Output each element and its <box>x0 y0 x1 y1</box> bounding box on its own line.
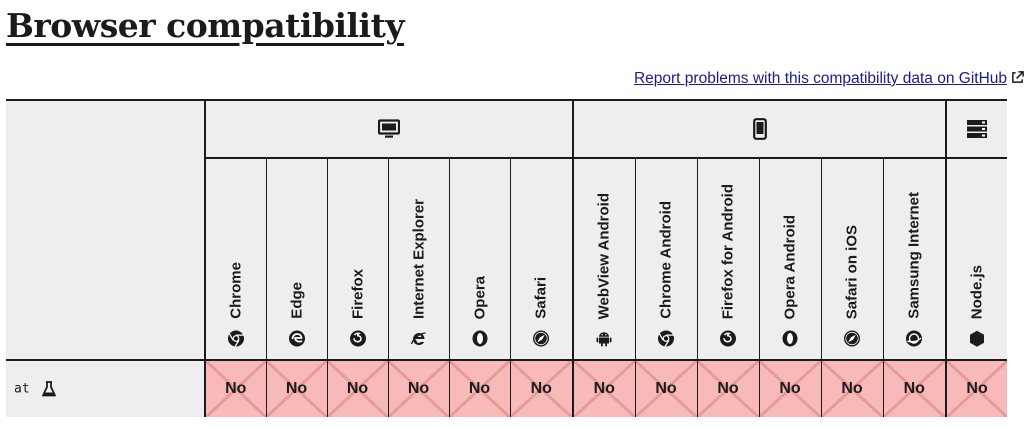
internet-explorer-icon <box>410 332 426 345</box>
browser-header-firefox-for-android: Firefox for Android <box>697 158 760 360</box>
browser-name: WebView Android <box>595 192 613 319</box>
platform-desktop <box>205 99 574 159</box>
browser-header-opera: Opera <box>449 158 511 360</box>
support-value: No <box>841 380 863 397</box>
support-cell-node-js[interactable]: No <box>946 359 1008 417</box>
support-value: No <box>407 380 430 397</box>
compat-table: Chrome Edge Firefox Internet Explorer Opera S… <box>6 99 1008 417</box>
browser-header-node-js: Node.js <box>946 158 1008 360</box>
browser-header-webview-android: WebView Android <box>573 158 636 360</box>
browser-header-safari-on-ios: Safari on iOS <box>821 158 884 360</box>
browser-header-chrome-android: Chrome Android <box>635 158 698 360</box>
browser-name: Firefox for Android <box>719 183 737 319</box>
browser-name: Opera Android <box>781 214 799 319</box>
browser-name: Chrome <box>227 262 245 319</box>
firefox-icon <box>720 330 736 347</box>
safari-icon <box>844 330 860 347</box>
page-title: Browser compatibility <box>6 6 405 45</box>
browser-header-edge: Edge <box>266 158 328 360</box>
support-cell-samsung-internet[interactable]: No <box>883 359 948 417</box>
browser-name: Node.js <box>968 264 986 319</box>
feature-name[interactable]: at <box>14 381 30 397</box>
support-value: No <box>530 380 552 397</box>
browser-header-samsung-internet: Samsung Internet <box>883 158 948 360</box>
support-cell-safari-on-ios[interactable]: No <box>821 359 884 417</box>
support-cell-firefox[interactable]: No <box>327 359 389 417</box>
support-cell-internet-explorer[interactable]: No <box>388 359 450 417</box>
browser-header-opera-android: Opera Android <box>759 158 822 360</box>
report-problems-link[interactable]: Report problems with this compatibility … <box>633 70 1024 88</box>
browser-header-safari: Safari <box>510 158 574 360</box>
browser-header-internet-explorer: Internet Explorer <box>388 158 450 360</box>
support-value: No <box>717 380 739 397</box>
nodejs-icon <box>970 330 985 347</box>
firefox-icon <box>349 330 366 347</box>
safari-icon <box>533 330 550 347</box>
browser-name: Samsung Internet <box>905 192 923 319</box>
feature-cell: at <box>6 359 206 417</box>
browser-name: Opera <box>471 275 488 319</box>
support-value: No <box>285 380 308 397</box>
support-value: No <box>966 380 988 397</box>
browser-header-chrome: Chrome <box>205 158 267 360</box>
browser-name: Safari <box>532 277 550 319</box>
chrome-icon <box>227 330 244 347</box>
support-value: No <box>655 380 677 397</box>
edge-icon <box>288 330 305 347</box>
platform-server <box>946 99 1008 159</box>
report-problems-label: Report problems with this compatibility … <box>633 70 1007 87</box>
android-icon <box>596 332 612 347</box>
support-value: No <box>903 380 925 397</box>
browser-name: Safari on iOS <box>843 224 861 319</box>
support-cell-firefox-for-android[interactable]: No <box>697 359 760 417</box>
support-cell-opera-android[interactable]: No <box>759 359 822 417</box>
support-cell-opera[interactable]: No <box>449 359 511 417</box>
browser-name: Edge <box>288 282 305 319</box>
support-cell-webview-android[interactable]: No <box>573 359 636 417</box>
mobile-icon <box>752 118 767 140</box>
browser-header-firefox: Firefox <box>327 158 389 360</box>
browser-name: Chrome Android <box>657 201 675 319</box>
support-value: No <box>593 380 615 397</box>
external-link-icon <box>1012 71 1024 83</box>
server-icon <box>967 120 988 138</box>
opera-icon <box>472 330 487 347</box>
browser-name: Firefox <box>349 268 366 319</box>
desktop-icon <box>378 119 400 138</box>
table-corner <box>6 99 206 360</box>
flask-icon <box>42 380 57 397</box>
chrome-icon <box>658 330 674 347</box>
browser-name: Internet Explorer <box>410 198 427 319</box>
support-cell-chrome[interactable]: No <box>205 359 267 417</box>
platform-mobile <box>573 99 948 159</box>
support-value: No <box>225 380 247 397</box>
support-value: No <box>346 380 369 397</box>
support-cell-chrome-android[interactable]: No <box>635 359 698 417</box>
opera-icon <box>782 330 798 347</box>
support-value: No <box>468 380 491 397</box>
support-cell-edge[interactable]: No <box>266 359 328 417</box>
support-value: No <box>779 380 801 397</box>
support-cell-safari[interactable]: No <box>510 359 574 417</box>
samsung-internet-icon <box>906 330 923 347</box>
